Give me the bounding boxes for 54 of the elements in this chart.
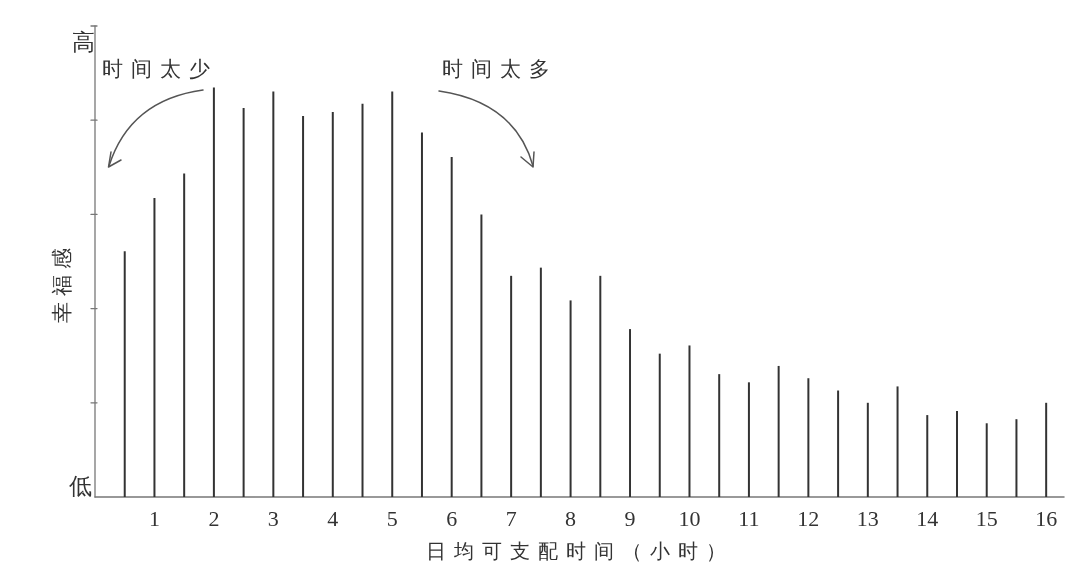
bar [510, 275, 513, 497]
bar [123, 251, 126, 497]
bar [985, 423, 988, 497]
bar [331, 112, 334, 497]
bar [420, 132, 423, 497]
text: 时间太多 [442, 56, 558, 81]
bar [212, 87, 215, 497]
bar [391, 91, 394, 497]
bar [480, 214, 483, 497]
bar [272, 91, 275, 497]
x-tick-label: 13 [856, 505, 879, 531]
bar [629, 329, 632, 497]
bar [747, 382, 750, 497]
y-axis-title: 幸福感 [49, 241, 74, 323]
x-tick-label: 1 [148, 505, 160, 531]
text: 高 [71, 29, 95, 55]
bar [866, 402, 869, 497]
bar [926, 415, 929, 497]
x-tick-label: 11 [738, 505, 760, 531]
bar [807, 378, 810, 497]
x-tick-label: 12 [797, 505, 820, 531]
bar [718, 374, 721, 497]
text: 低 [68, 473, 92, 499]
bar [896, 386, 899, 497]
x-tick-label: 4 [327, 505, 339, 531]
x-tick-label: 7 [505, 505, 517, 531]
bar [153, 198, 156, 497]
bar [183, 173, 186, 497]
bar [569, 300, 572, 497]
x-tick-label: 10 [678, 505, 701, 531]
bar [837, 390, 840, 497]
bar [1015, 419, 1018, 497]
bar [688, 345, 691, 497]
bar [450, 157, 453, 497]
bar [599, 275, 602, 497]
x-tick-label: 5 [386, 505, 398, 531]
x-tick-label: 15 [975, 505, 998, 531]
bar [1045, 402, 1048, 497]
x-tick-label: 9 [624, 505, 636, 531]
bar [242, 107, 245, 497]
x-tick-label: 2 [208, 505, 220, 531]
bar [361, 103, 364, 497]
bar [539, 267, 542, 497]
x-axis-title: 日均可支配时间（小时） [425, 540, 734, 562]
x-tick-label: 8 [565, 505, 577, 531]
x-tick-label: 14 [916, 505, 939, 531]
bar [658, 353, 661, 497]
bar [302, 116, 305, 497]
text: 时间太少 [102, 56, 218, 81]
x-tick-label: 6 [446, 505, 458, 531]
bar [955, 410, 958, 497]
x-tick-label: 3 [267, 505, 279, 531]
x-tick-label: 16 [1035, 505, 1058, 531]
bar [777, 365, 780, 497]
